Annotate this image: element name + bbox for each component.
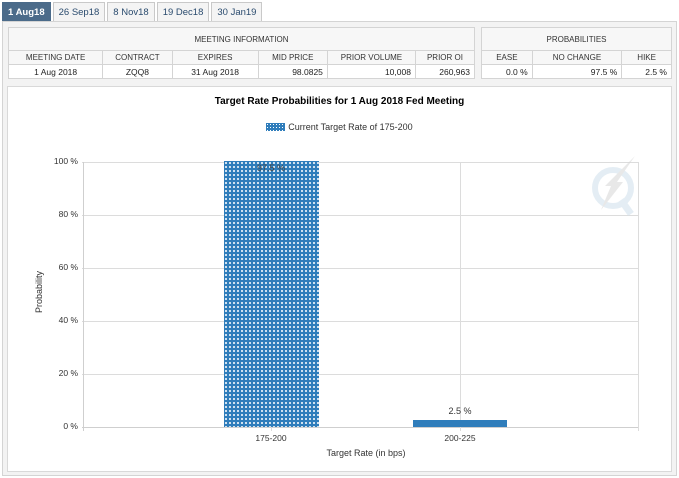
y-tick-100: 100 % bbox=[53, 156, 78, 166]
meeting-information-table: MEETING INFORMATION MEETING DATE CONTRAC… bbox=[7, 27, 476, 79]
value-prior-oi: 260,963 bbox=[414, 64, 476, 79]
y-tick-80: 80 % bbox=[58, 209, 78, 219]
legend-hatch-swatch-icon bbox=[266, 123, 286, 131]
value-expires: 31 Aug 2018 bbox=[171, 64, 259, 79]
chart-panel bbox=[7, 86, 672, 472]
header-contract: CONTRACT bbox=[102, 50, 173, 65]
bar-175-200[interactable] bbox=[224, 161, 319, 427]
header-expires: EXPIRES bbox=[171, 50, 259, 65]
tab-19-dec18[interactable]: 19 Dec18 bbox=[156, 2, 210, 22]
header-prior-oi: PRIOR OI bbox=[414, 50, 476, 65]
meeting-information-title: MEETING INFORMATION bbox=[8, 27, 475, 51]
y-tick-20: 20 % bbox=[58, 368, 78, 378]
value-meeting-date: 1 Aug 2018 bbox=[7, 64, 104, 79]
probabilities-table: PROBABILITIES EASE NO CHANGE HIKE 0.0 % … bbox=[481, 27, 672, 79]
value-no-change: 97.5 % bbox=[531, 64, 623, 79]
x-axis-label: Target Rate (in bps) bbox=[326, 448, 406, 458]
gridline-vertical-2 bbox=[460, 162, 461, 431]
meeting-tabs: 1 Aug18 26 Sep18 8 Nov18 19 Dec18 30 Jan… bbox=[2, 2, 264, 22]
bar-200-225[interactable] bbox=[413, 420, 507, 427]
value-ease: 0.0 % bbox=[481, 64, 533, 79]
gridline-80 bbox=[82, 215, 638, 216]
x-tick-200-225: 200-225 bbox=[444, 433, 476, 443]
y-tick-40: 40 % bbox=[58, 315, 78, 325]
value-hike: 2.5 % bbox=[621, 64, 672, 79]
gridline-40 bbox=[82, 321, 638, 322]
header-meeting-date: MEETING DATE bbox=[7, 50, 104, 65]
tab-26-sep18[interactable]: 26 Sep18 bbox=[52, 2, 106, 22]
header-prior-volume: PRIOR VOLUME bbox=[326, 50, 416, 65]
y-tick-60: 60 % bbox=[58, 262, 78, 272]
bar-label-175-200: 97.5 % bbox=[256, 163, 286, 173]
value-prior-volume: 10,008 bbox=[326, 64, 416, 79]
header-mid-price: MID PRICE bbox=[257, 50, 328, 65]
y-axis-label: Probability bbox=[34, 270, 44, 313]
gridline-20 bbox=[82, 374, 638, 375]
chart-legend[interactable]: Current Target Rate of 175-200 bbox=[0, 122, 679, 132]
legend-label: Current Target Rate of 175-200 bbox=[288, 122, 413, 132]
bar-label-200-225: 2.5 % bbox=[448, 406, 472, 416]
quikstrike-watermark-icon bbox=[592, 156, 635, 217]
header-ease: EASE bbox=[481, 50, 533, 65]
tab-30-jan19[interactable]: 30 Jan19 bbox=[211, 2, 263, 22]
gridline-60 bbox=[82, 268, 638, 269]
header-no-change: NO CHANGE bbox=[531, 50, 623, 65]
tab-8-nov18[interactable]: 8 Nov18 bbox=[107, 2, 155, 22]
y-tick-0: 0 % bbox=[63, 421, 78, 431]
chart-title: Target Rate Probabilities for 1 Aug 2018… bbox=[214, 96, 465, 107]
probabilities-title: PROBABILITIES bbox=[481, 27, 672, 51]
gridline-100 bbox=[82, 162, 638, 163]
y-axis-line bbox=[83, 162, 84, 431]
x-tick-175-200: 175-200 bbox=[255, 433, 287, 443]
value-mid-price: 98.0825 bbox=[257, 64, 328, 79]
header-hike: HIKE bbox=[621, 50, 672, 65]
value-contract: ZQQ8 bbox=[102, 64, 173, 79]
plot-right-border bbox=[638, 162, 639, 431]
x-axis-line bbox=[82, 427, 638, 428]
tab-1-aug18[interactable]: 1 Aug18 bbox=[2, 2, 51, 22]
